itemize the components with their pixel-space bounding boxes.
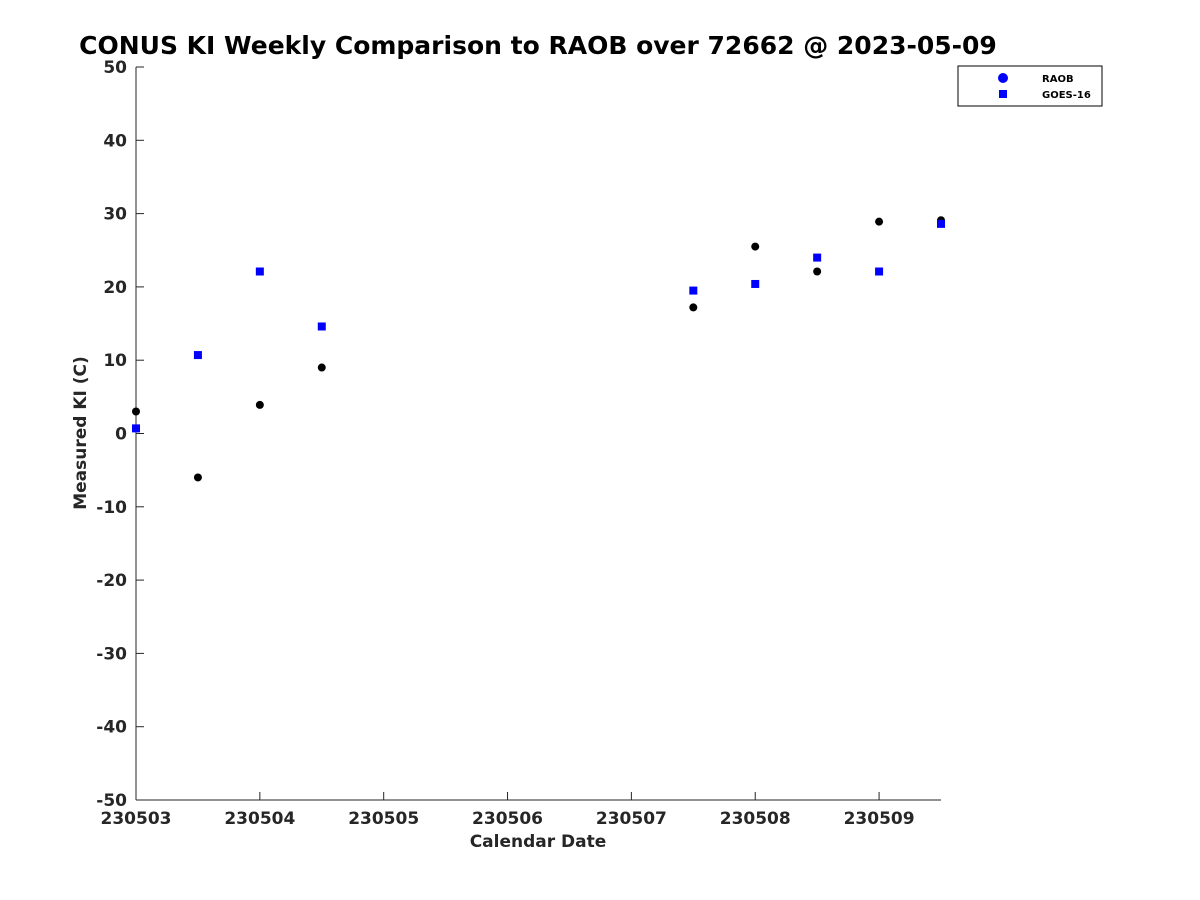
y-tick-label: 20 <box>103 278 127 298</box>
x-tick-label: 230503 <box>101 809 172 829</box>
x-tick-label: 230509 <box>844 809 915 829</box>
point-goes16 <box>813 253 822 262</box>
y-tick-label: 40 <box>103 131 127 151</box>
point-goes16 <box>689 286 698 295</box>
x-tick-label: 230506 <box>472 809 543 829</box>
y-tick-label: -10 <box>96 498 127 518</box>
point-raob <box>255 400 264 409</box>
point-raob <box>193 473 202 482</box>
y-tick-label: 0 <box>115 425 127 445</box>
legend-box <box>957 65 1103 107</box>
legend: RAOB GOES-16 <box>957 65 1103 107</box>
y-axis-label: Measured KI (C) <box>71 356 91 510</box>
y-axis-ticks: 50 40 30 20 10 0 -10 -20 -30 -40 -50 <box>96 58 144 811</box>
y-tick-label: -50 <box>96 791 127 811</box>
legend-marker-goes16 <box>999 90 1007 98</box>
point-raob <box>875 217 884 226</box>
x-tick-label: 230505 <box>348 809 419 829</box>
chart-title: CONUS KI Weekly Comparison to RAOB over … <box>79 31 997 60</box>
y-tick-label: 50 <box>103 58 127 78</box>
y-tick-label: 30 <box>103 205 127 225</box>
point-goes16 <box>132 424 140 433</box>
point-goes16 <box>317 322 326 331</box>
axes <box>135 67 941 801</box>
data-points <box>132 216 945 482</box>
point-goes16 <box>875 267 884 276</box>
point-raob <box>813 267 822 276</box>
x-axis-label: Calendar Date <box>470 832 607 852</box>
point-goes16 <box>937 219 945 228</box>
legend-label-goes16: GOES-16 <box>1042 90 1091 101</box>
y-tick-label: -30 <box>96 644 127 664</box>
y-tick-label: -20 <box>96 571 127 591</box>
point-raob <box>132 407 140 416</box>
x-tick-label: 230508 <box>720 809 791 829</box>
point-goes16 <box>193 351 202 360</box>
point-raob <box>317 363 326 372</box>
legend-marker-raob <box>998 73 1008 83</box>
point-raob <box>751 242 760 251</box>
x-axis-ticks: 230503 230504 230505 230506 230507 230508 2305… <box>101 792 915 829</box>
x-tick-label: 230504 <box>224 809 295 829</box>
point-goes16 <box>255 267 264 276</box>
point-raob <box>689 303 698 312</box>
legend-label-raob: RAOB <box>1042 74 1074 85</box>
y-tick-label: 10 <box>103 351 127 371</box>
x-tick-label: 230507 <box>596 809 667 829</box>
y-tick-label: -40 <box>96 718 127 738</box>
point-goes16 <box>751 279 760 288</box>
